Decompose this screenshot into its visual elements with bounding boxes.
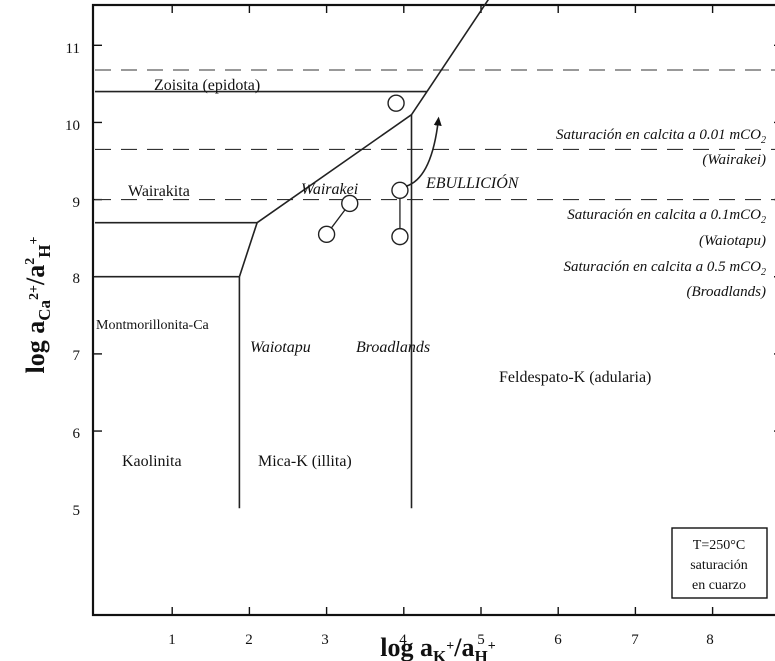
y-tick-label: 5 [73, 503, 81, 519]
point-broadlands [391, 227, 409, 246]
field-label-feldespato: Feldespato-K (adularia) [499, 369, 651, 386]
y-tick-label: 10 [65, 118, 80, 134]
y-tick-labels: 5 6 7 8 9 10 11 [65, 41, 81, 519]
plot-frame [91, 3, 775, 617]
saturation-field-label: (Waiotapu) [699, 233, 766, 249]
info-box [671, 527, 768, 599]
x-axis-title: log aK+/aH+ [380, 633, 495, 661]
field-label-zoisita: Zoisita (epidota) [154, 77, 260, 94]
boundary-montmorillonita-mica [238, 222, 258, 277]
point-broadlands [391, 181, 409, 200]
ebullicion-arrow [405, 116, 442, 188]
y-axis-title: log aCa2+/a2H+ [21, 237, 54, 374]
saturation-label: Saturación en calcita a 0.01 mCO2 [556, 127, 766, 146]
point-waiotapu [341, 194, 359, 213]
series-label-waiotapu: Waiotapu [250, 339, 311, 356]
point-wairakei [387, 94, 405, 112]
saturation-lines [95, 69, 775, 201]
info-box-quartz: en cuarzo [692, 578, 746, 593]
series-label-wairakei: Wairakei [301, 181, 358, 198]
x-tick-labels: 1 2 3 4 5 6 7 8 [168, 632, 714, 648]
y-tick-label: 7 [73, 348, 81, 364]
field-labels: Zoisita (epidota) Wairakita Montmorillon… [96, 77, 651, 470]
x-tick-label: 6 [554, 632, 562, 648]
field-label-mica: Mica-K (illita) [258, 453, 352, 470]
field-boundaries [95, 0, 490, 509]
x-tick-label: 5 [477, 632, 485, 648]
axis-ticks [93, 5, 775, 615]
saturation-labels: Saturación en calcita a 0.01 mCO2 (Waira… [556, 127, 766, 300]
y-tick-label: 6 [73, 426, 81, 442]
info-box-saturation: saturación [690, 558, 748, 573]
x-tick-label: 4 [399, 632, 407, 648]
ebullicion-label: EBULLICIÓN [425, 173, 520, 192]
y-tick-label: 9 [73, 195, 81, 211]
x-tick-label: 1 [168, 632, 176, 648]
saturation-field-label: (Wairakei) [702, 152, 766, 168]
y-tick-label: 11 [66, 41, 80, 57]
data-points [317, 94, 409, 246]
saturation-label: Saturación en calcita a 0.1mCO2 [567, 207, 766, 226]
series-label-broadlands: Broadlands [356, 339, 430, 356]
saturation-field-label: (Broadlands) [687, 284, 766, 300]
field-label-wairakita: Wairakita [128, 183, 190, 200]
boundary-zoisita-feldespato [426, 0, 490, 93]
info-box-temperature: T=250°C [693, 538, 745, 553]
field-label-montmorillonita: Montmorillonita-Ca [96, 318, 210, 333]
x-tick-label: 3 [321, 632, 329, 648]
x-tick-label: 7 [631, 632, 639, 648]
field-label-kaolinita: Kaolinita [122, 453, 182, 470]
x-tick-label: 8 [706, 632, 714, 648]
y-tick-label: 8 [73, 271, 81, 287]
point-waiotapu [317, 225, 336, 244]
saturation-label: Saturación en calcita a 0.5 mCO2 [564, 259, 766, 278]
x-tick-label: 2 [245, 632, 253, 648]
